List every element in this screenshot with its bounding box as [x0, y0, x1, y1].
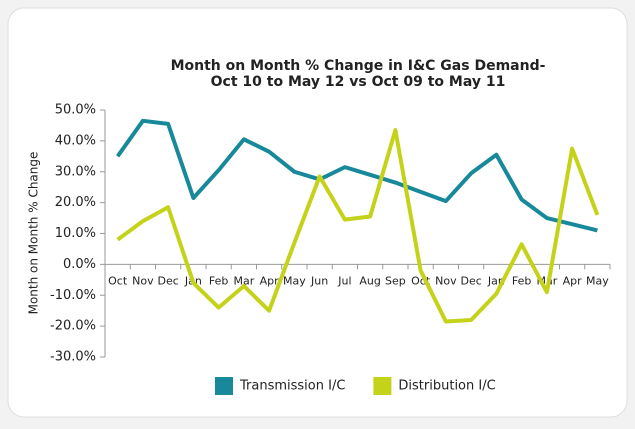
x-tick-label: Jul [337, 274, 351, 287]
x-tick-label: Sep [385, 274, 406, 287]
x-tick-label: Oct [108, 274, 128, 287]
series-line [116, 128, 600, 324]
y-tick-label: -20.0% [50, 319, 96, 334]
y-tick-label: 20.0% [55, 195, 96, 210]
x-tick-label: May [586, 274, 609, 287]
y-tick-label: 40.0% [55, 133, 96, 148]
chart-title: Month on Month % Change in I&C Gas Deman… [171, 58, 546, 74]
x-tick-label: Nov [132, 274, 154, 287]
chart-title: Oct 10 to May 12 vs Oct 09 to May 11 [211, 74, 506, 90]
y-tick-label: 30.0% [55, 164, 96, 179]
x-tick-label: Feb [512, 274, 531, 287]
y-tick-label: 0.0% [63, 257, 96, 272]
x-tick-label: Mar [233, 274, 254, 287]
x-tick-label: Jun [310, 274, 328, 287]
legend-label: Transmission I/C [239, 379, 345, 394]
series-line [115, 118, 598, 233]
y-tick-label: -30.0% [50, 350, 96, 365]
legend-swatch [373, 377, 392, 395]
y-tick-label: 10.0% [55, 226, 96, 241]
y-tick-label: 50.0% [55, 103, 96, 118]
legend-label: Distribution I/C [398, 379, 495, 394]
y-tick-label: -10.0% [50, 288, 96, 303]
x-tick-label: Dec [157, 274, 178, 287]
card [7, 7, 628, 418]
x-tick-label: May [283, 274, 306, 287]
y-axis-label: Month on Month % Change [27, 152, 41, 315]
legend-swatch [215, 377, 233, 395]
x-tick-label: Dec [460, 274, 481, 287]
x-tick-label: Nov [435, 274, 457, 287]
x-tick-label: Feb [209, 274, 228, 287]
x-tick-label: Aug [359, 274, 380, 287]
x-tick-label: Apr [563, 274, 583, 287]
x-tick-label: Apr [260, 274, 280, 287]
